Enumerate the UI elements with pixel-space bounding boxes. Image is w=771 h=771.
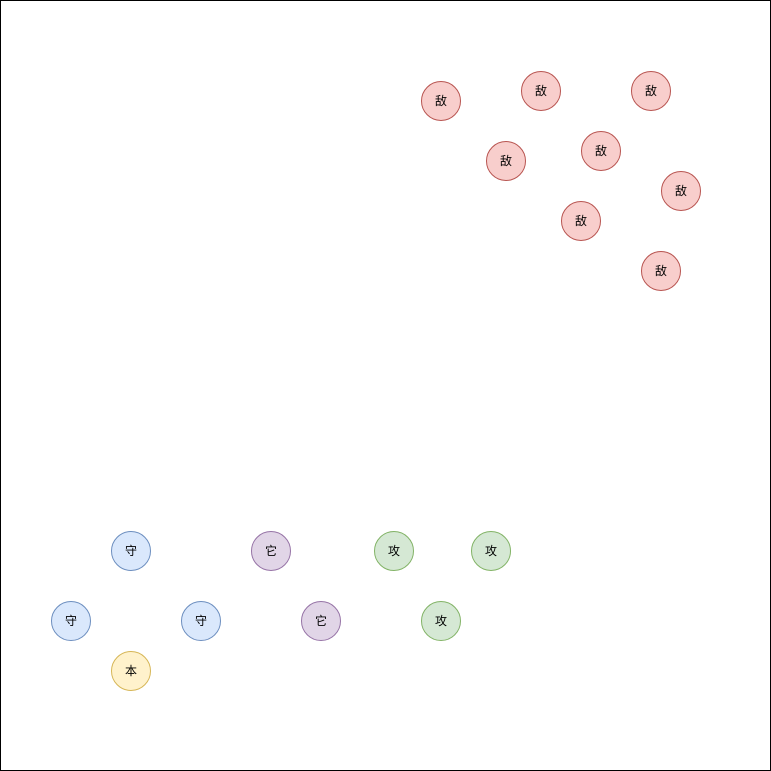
enemy-node: 敌	[581, 131, 621, 171]
defender-node: 守	[51, 601, 91, 641]
enemy-node: 敌	[661, 171, 701, 211]
defender-node: 守	[181, 601, 221, 641]
other-node: 它	[251, 531, 291, 571]
enemy-node: 敌	[486, 141, 526, 181]
attacker-node: 攻	[471, 531, 511, 571]
attacker-node: 攻	[374, 531, 414, 571]
other-node: 它	[301, 601, 341, 641]
enemy-node: 敌	[521, 71, 561, 111]
enemy-node: 敌	[641, 251, 681, 291]
enemy-node: 敌	[421, 81, 461, 121]
enemy-node: 敌	[561, 201, 601, 241]
attacker-node: 攻	[421, 601, 461, 641]
enemy-node: 敌	[631, 71, 671, 111]
base-node: 本	[111, 651, 151, 691]
defender-node: 守	[111, 531, 151, 571]
